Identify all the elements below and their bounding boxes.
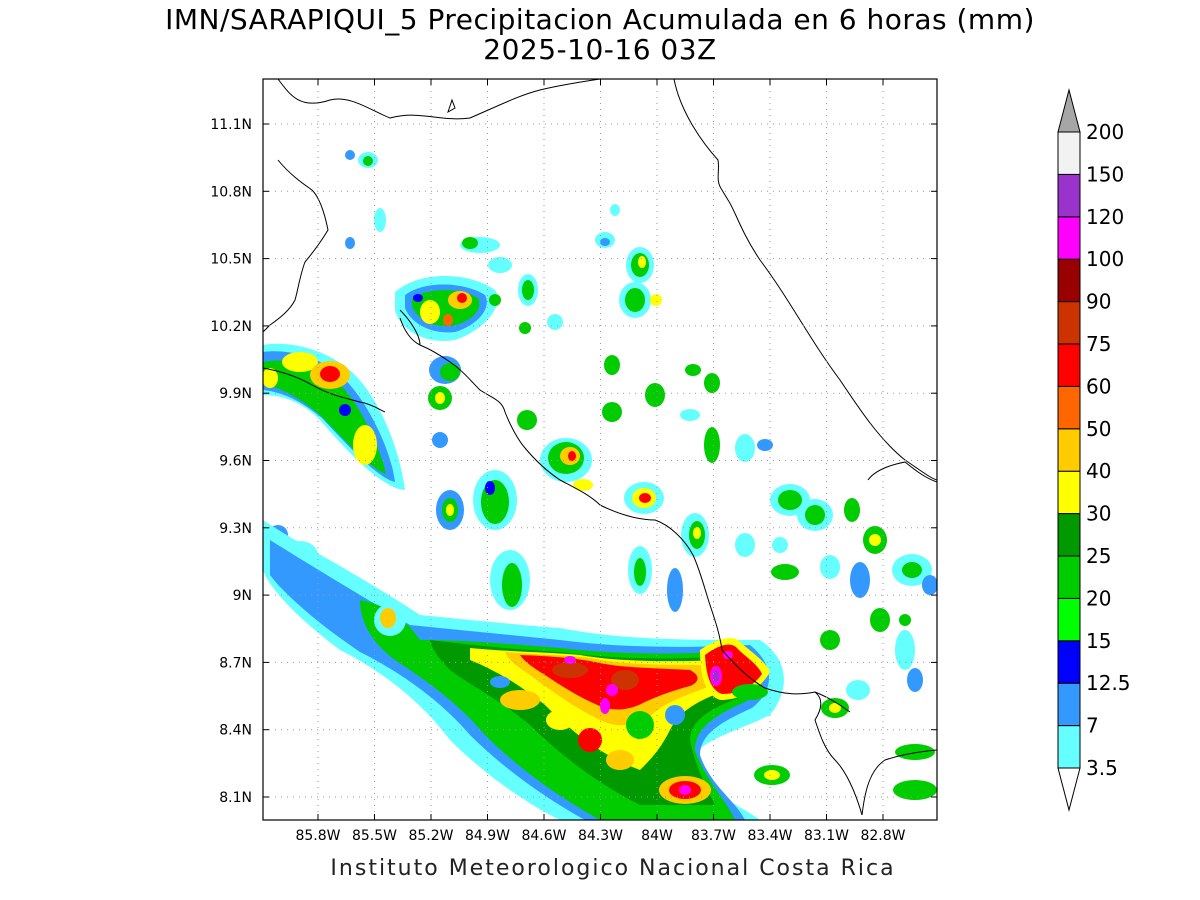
lat-tick-label: 9.3N — [219, 521, 252, 537]
rain-cluster-northwest — [263, 343, 405, 490]
latitude-axis: 11.1N 10.8N 10.5N 10.2N 9.9N 9.6N 9.3N 9N 8.7N 8.… — [210, 117, 937, 806]
lon-tick-label: 85.2W — [408, 828, 453, 844]
lat-tick-label: 11.1N — [210, 117, 252, 133]
colorbar-level-label: 40 — [1086, 459, 1111, 483]
colorbar-swatch — [1057, 173, 1081, 218]
lon-tick-label: 84.9W — [465, 828, 510, 844]
colorbar-level-label: 20 — [1086, 586, 1111, 610]
lat-tick-label: 9.6N — [219, 454, 252, 470]
colorbar-swatch — [1057, 682, 1081, 727]
colorbar-level-label: 3.5 — [1086, 756, 1118, 780]
lon-tick-label: 85.5W — [352, 828, 397, 844]
colorbar-swatch — [1057, 640, 1081, 684]
lat-tick-label: 8.4N — [219, 723, 252, 739]
lat-tick-label: 9.9N — [219, 386, 252, 402]
colorbar-swatch — [1057, 597, 1081, 642]
colorbar-level-label: 100 — [1086, 247, 1124, 271]
colorbar-upper-triangle — [1057, 88, 1081, 133]
colorbar-swatch — [1057, 216, 1081, 260]
lat-tick-label: 8.1N — [219, 790, 252, 806]
colorbar-swatch — [1057, 301, 1081, 345]
lat-tick-label: 8.7N — [219, 655, 252, 671]
lat-tick-label: 9N — [233, 588, 252, 604]
rain-cells-east — [628, 484, 937, 800]
lon-tick-label: 83.7W — [691, 828, 736, 844]
coastlines-borders — [263, 79, 937, 816]
colorbar-level-label: 90 — [1086, 290, 1111, 314]
lat-tick-label: 10.8N — [210, 184, 252, 200]
lat-tick-label: 10.5N — [210, 252, 252, 268]
colorbar-level-label: 60 — [1086, 374, 1111, 398]
lon-tick-label: 82.8W — [860, 828, 905, 844]
precipitation-field — [263, 150, 937, 820]
map-title: IMN/SARAPIQUI_5 Precipitacion Acumulada … — [165, 3, 1035, 36]
colorbar-level-label: 50 — [1086, 417, 1111, 441]
colorbar-swatch — [1057, 428, 1081, 472]
colorbar-swatch — [1057, 385, 1081, 430]
colorbar-swatch — [1057, 131, 1081, 175]
colorbar-level-label: 12.5 — [1086, 671, 1131, 695]
colorbar-level-label: 15 — [1086, 629, 1111, 653]
colorbar-level-label: 200 — [1086, 120, 1124, 144]
map-gridlines — [263, 79, 937, 820]
lon-tick-label: 84.3W — [578, 828, 623, 844]
colorbar-level-label: 120 — [1086, 205, 1124, 229]
colorbar-level-label: 150 — [1086, 162, 1124, 186]
lat-tick-label: 10.2N — [210, 319, 252, 335]
colorbar-level-label: 75 — [1086, 332, 1111, 356]
longitude-axis: 85.8W 85.5W 85.2W 84.9W 84.6W 84.3W 84W 83.7W 83… — [295, 79, 906, 844]
lon-tick-label: 83.4W — [747, 828, 792, 844]
colorbar-swatch — [1057, 513, 1081, 557]
colorbar-legend: 3.5 7 12.5 15 20 25 30 40 50 60 75 90 100 120 150 200 — [1057, 88, 1131, 812]
lon-tick-label: 84W — [641, 828, 673, 844]
colorbar-swatch — [1057, 258, 1081, 303]
rain-cluster-north-central — [395, 237, 512, 341]
rain-cluster-south-pacific — [263, 520, 790, 820]
colorbar-level-label: 7 — [1086, 714, 1099, 738]
colorbar-swatch — [1057, 725, 1081, 769]
colorbar-lower-triangle — [1057, 767, 1081, 812]
colorbar-swatch — [1057, 470, 1081, 515]
lon-tick-label: 84.6W — [521, 828, 566, 844]
colorbar-swatch — [1057, 555, 1081, 599]
colorbar-swatch — [1057, 343, 1081, 387]
footer-credit: Instituto Meteorologico Nacional Costa R… — [330, 856, 896, 881]
lon-tick-label: 83.1W — [804, 828, 849, 844]
lon-tick-label: 85.8W — [295, 828, 340, 844]
map-subtitle-date: 2025-10-16 03Z — [483, 33, 717, 66]
colorbar-level-label: 25 — [1086, 544, 1111, 568]
colorbar-level-label: 30 — [1086, 502, 1111, 526]
